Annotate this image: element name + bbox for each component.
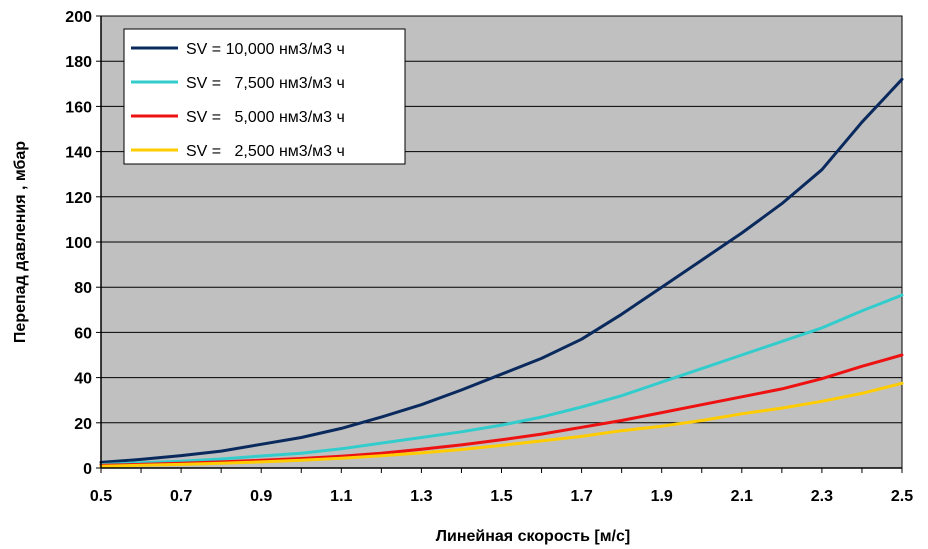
legend-label-2: SV = 7,500 нм3/м3 ч	[186, 75, 345, 92]
y-axis-title: Перепад давления , мбар	[12, 141, 29, 343]
x-axis-title: Линейная скорость [м/с]	[436, 528, 630, 545]
series-line-4	[99, 381, 904, 468]
series-lines	[99, 77, 904, 468]
series-line-1	[99, 77, 904, 464]
legend-label-4: SV = 2,500 нм3/м3 ч	[186, 143, 345, 160]
y-tick-label: 20	[74, 416, 92, 433]
y-tick-label: 180	[65, 54, 92, 71]
legend-label-1: SV = 10,000 нм3/м3 ч	[186, 41, 345, 58]
x-tick-label: 2.1	[731, 488, 753, 505]
y-tick-label: 140	[65, 145, 92, 162]
y-tick-label: 160	[65, 99, 92, 116]
y-tick-label: 40	[74, 371, 92, 388]
x-tick-label: 0.5	[90, 488, 112, 505]
series-line-2	[99, 293, 904, 467]
x-tick-labels: 0.5 0.7 0.9 1.1 1.3 1.5 1.7 1.9 2.1 2.3 2.5	[90, 468, 913, 505]
x-tick-label: 0.9	[250, 488, 272, 505]
x-tick-label: 1.3	[410, 488, 432, 505]
x-tick-label: 1.1	[330, 488, 352, 505]
y-tick-label: 100	[65, 235, 92, 252]
legend: SV = 10,000 нм3/м3 ч SV = 7,500 нм3/м3 ч S…	[123, 28, 406, 165]
x-tick-label: 2.3	[811, 488, 833, 505]
y-tick-label: 60	[74, 325, 92, 342]
legend-label-3: SV = 5,000 нм3/м3 ч	[186, 109, 345, 126]
x-tick-label: 0.7	[170, 488, 192, 505]
x-tick-label: 1.5	[490, 488, 512, 505]
y-tick-label: 120	[65, 190, 92, 207]
y-tick-label: 80	[74, 280, 92, 297]
y-tick-label: 0	[83, 461, 92, 478]
y-tick-labels: 0 20 40 60 80 100 120 140 160 180 200	[65, 9, 101, 478]
x-tick-label: 1.9	[651, 488, 673, 505]
y-tick-label: 200	[65, 9, 92, 26]
x-tick-label: 1.7	[570, 488, 592, 505]
legend-box	[123, 28, 406, 165]
x-tick-label: 2.5	[891, 488, 913, 505]
